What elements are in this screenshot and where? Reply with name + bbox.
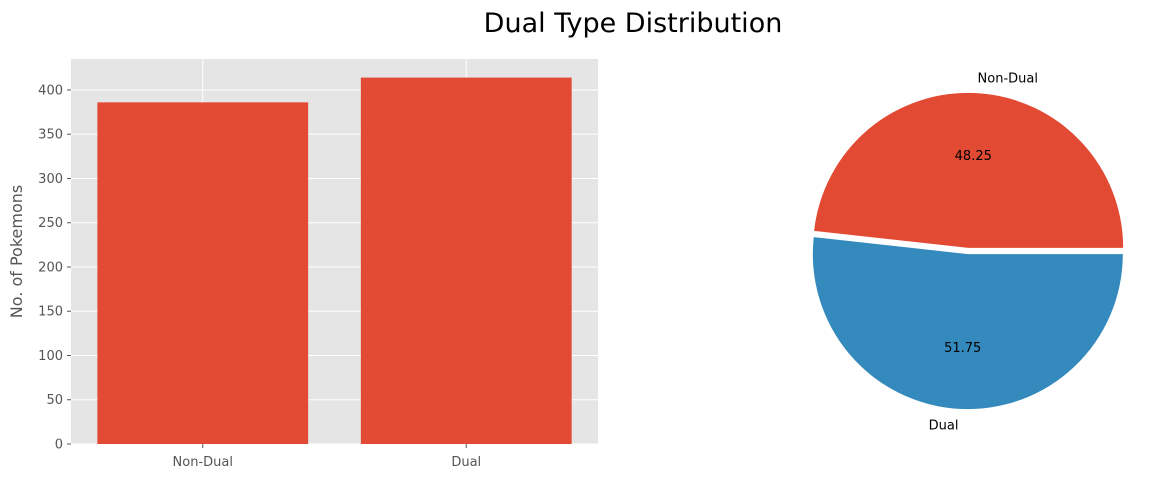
bar-dual (360, 77, 572, 444)
x-tick-label: Non-Dual (173, 455, 233, 470)
x-tick-label: Dual (451, 455, 481, 470)
bar-chart: 0 50 100 150 200 250 300 350 400 Non-Dual Dual No… (7, 59, 598, 470)
y-tick-label: 250 (38, 216, 63, 231)
pie-pct-label: 48.25 (955, 149, 992, 164)
pie-slice-non-dual (814, 92, 1124, 248)
y-axis-label: No. of Pokemons (7, 185, 26, 318)
y-tick-label: 50 (46, 393, 63, 408)
y-tick-label: 350 (38, 128, 63, 143)
x-axis-ticks: Non-Dual Dual (173, 444, 481, 470)
pie-label: Dual (929, 418, 959, 433)
figure-title: Dual Type Distribution (484, 8, 783, 39)
pie-pct-label: 51.75 (944, 341, 981, 356)
y-tick-label: 100 (38, 349, 63, 364)
pie-slice-dual (812, 237, 1123, 410)
pie-chart: Non-Dual 48.25 Dual 51.75 (812, 72, 1124, 434)
y-axis-ticks: 0 50 100 150 200 250 300 350 400 (38, 83, 71, 453)
y-tick-label: 150 (38, 305, 63, 320)
pie-slices (812, 92, 1124, 410)
y-tick-label: 0 (55, 438, 63, 453)
bar-non-dual (97, 102, 309, 445)
y-tick-label: 200 (38, 260, 63, 275)
pie-label: Non-Dual (978, 72, 1038, 87)
y-tick-label: 300 (38, 172, 63, 187)
pie-labels: Non-Dual 48.25 Dual 51.75 (929, 72, 1038, 434)
y-tick-label: 400 (38, 83, 63, 98)
bar-series (97, 77, 572, 445)
